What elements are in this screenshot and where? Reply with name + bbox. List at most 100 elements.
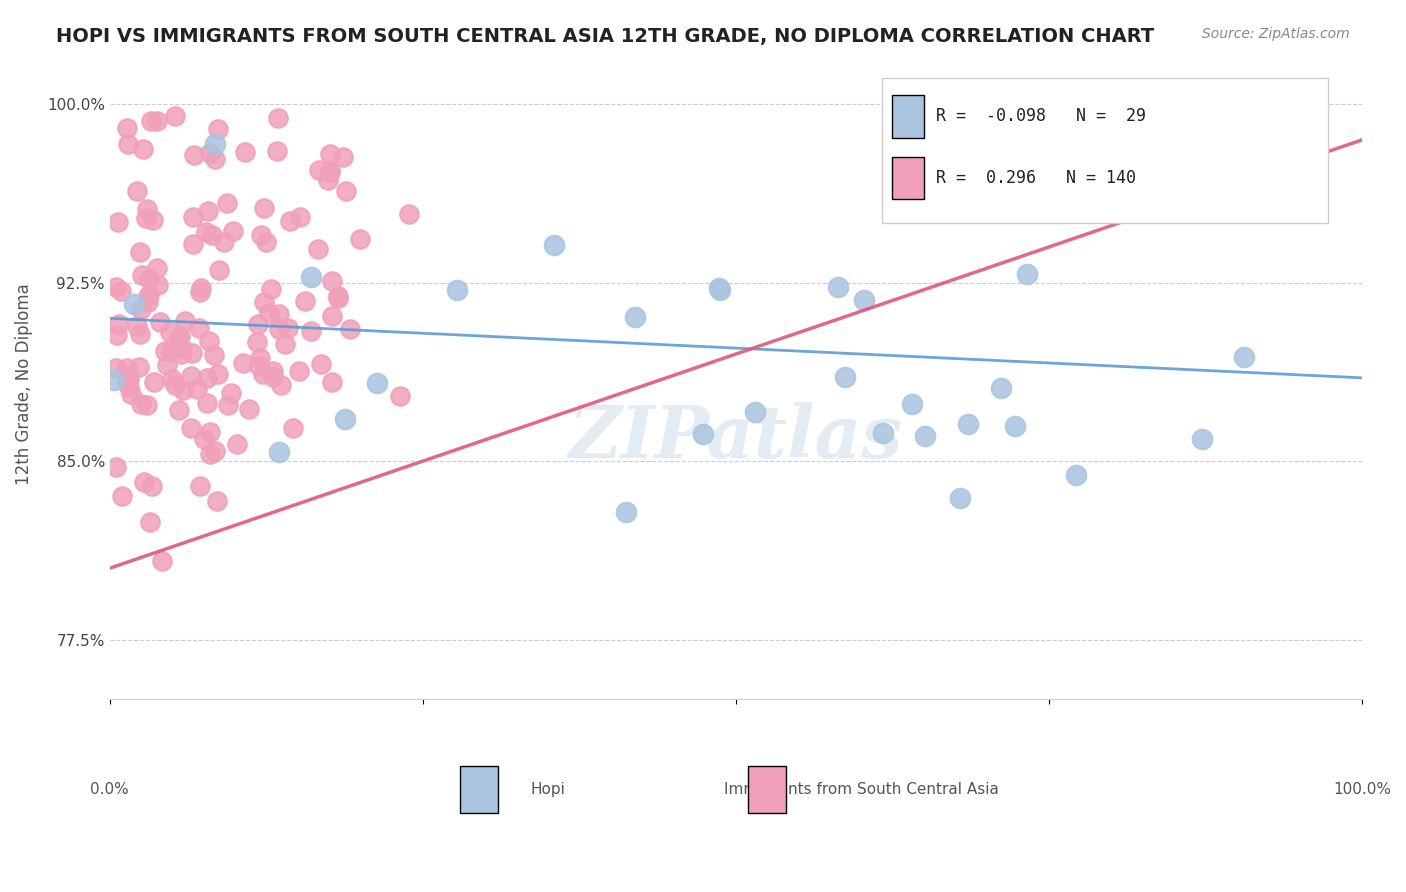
Point [217, 398, 239, 412]
Point [128, 326, 150, 341]
Point [299, 325, 322, 339]
Point [250, 227, 273, 242]
Point [446, 284, 468, 298]
Point [138, 287, 160, 301]
Point [170, 347, 193, 361]
Point [146, 277, 169, 292]
Point [172, 383, 194, 397]
Point [103, 372, 125, 386]
Point [128, 360, 150, 375]
Point [136, 398, 159, 412]
Point [270, 378, 292, 392]
Point [107, 215, 129, 229]
Point [709, 283, 731, 297]
Point [186, 382, 208, 396]
Point [949, 491, 972, 505]
Point [299, 269, 322, 284]
Point [127, 184, 149, 198]
Point [169, 328, 191, 343]
Point [335, 412, 357, 426]
Point [208, 263, 231, 277]
Point [259, 306, 281, 320]
Point [328, 288, 350, 302]
Point [120, 387, 142, 401]
Point [166, 340, 188, 354]
Point [914, 429, 936, 443]
FancyBboxPatch shape [883, 78, 1329, 223]
Point [142, 213, 165, 227]
Point [132, 142, 155, 156]
Text: Source: ZipAtlas.com: Source: ZipAtlas.com [1202, 27, 1350, 41]
Point [169, 403, 191, 417]
Point [253, 294, 276, 309]
Point [309, 357, 332, 371]
Point [136, 288, 159, 302]
Point [834, 369, 856, 384]
Point [269, 321, 291, 335]
Point [181, 346, 204, 360]
Text: R =  0.296   N = 140: R = 0.296 N = 140 [936, 169, 1136, 187]
Point [110, 284, 132, 298]
Point [990, 381, 1012, 395]
Point [131, 268, 153, 282]
Point [281, 421, 304, 435]
Point [198, 425, 221, 439]
Point [249, 351, 271, 366]
Point [253, 201, 276, 215]
Point [198, 146, 221, 161]
Point [143, 375, 166, 389]
Point [231, 356, 253, 370]
Point [127, 318, 149, 333]
Point [321, 309, 343, 323]
Point [307, 243, 329, 257]
Point [156, 358, 179, 372]
Point [115, 120, 138, 135]
Point [202, 348, 225, 362]
Point [146, 114, 169, 128]
Point [269, 307, 291, 321]
Point [335, 184, 357, 198]
Point [900, 397, 922, 411]
Point [117, 136, 139, 151]
Point [212, 235, 235, 249]
Point [205, 494, 228, 508]
Point [155, 343, 177, 358]
Point [105, 459, 128, 474]
Point [204, 137, 226, 152]
Point [278, 214, 301, 228]
Point [1233, 350, 1256, 364]
Point [188, 285, 211, 300]
Point [238, 401, 260, 416]
Point [107, 317, 129, 331]
Point [287, 364, 309, 378]
Point [190, 281, 212, 295]
Point [614, 505, 637, 519]
Point [222, 224, 245, 238]
Point [1191, 432, 1213, 446]
Point [197, 334, 219, 348]
Point [198, 447, 221, 461]
Point [129, 396, 152, 410]
Point [207, 368, 229, 382]
Point [160, 343, 183, 358]
Point [260, 282, 283, 296]
Text: R =  -0.098   N =  29: R = -0.098 N = 29 [936, 107, 1146, 125]
Point [262, 363, 284, 377]
Point [266, 111, 288, 125]
Point [134, 475, 156, 489]
Point [266, 145, 288, 159]
Point [135, 211, 157, 225]
Point [111, 489, 134, 503]
Point [1017, 268, 1039, 282]
Point [163, 109, 186, 123]
Point [180, 421, 202, 435]
Point [246, 335, 269, 350]
Y-axis label: 12th Grade, No Diploma: 12th Grade, No Diploma [15, 283, 32, 484]
Point [321, 375, 343, 389]
Point [388, 389, 411, 403]
Point [173, 314, 195, 328]
Point [852, 293, 875, 307]
Point [316, 173, 339, 187]
Point [118, 372, 141, 386]
Point [201, 227, 224, 242]
